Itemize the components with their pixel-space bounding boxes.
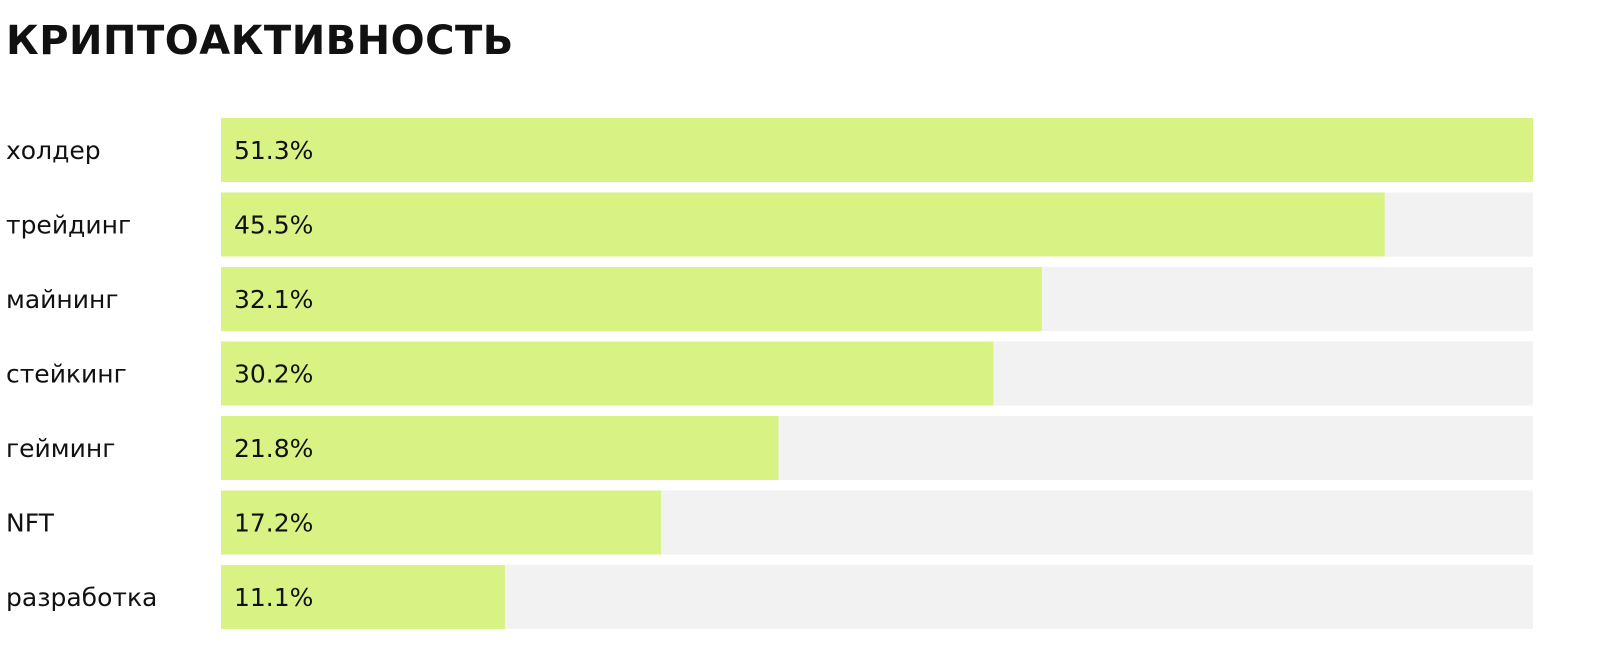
- value-label: 45.5%: [234, 211, 313, 240]
- value-label: 30.2%: [234, 360, 313, 389]
- category-label: стейкинг: [6, 360, 127, 389]
- value-label: 32.1%: [234, 285, 313, 314]
- category-label: разработка: [6, 583, 157, 612]
- bar: [221, 192, 1385, 257]
- chart-title: КРИПТОАКТИВНОСТЬ: [6, 18, 514, 64]
- category-label: холдер: [6, 136, 101, 165]
- category-label: гейминг: [6, 434, 115, 463]
- bar: [221, 565, 505, 629]
- value-label: 11.1%: [234, 583, 313, 612]
- bar: [221, 416, 779, 480]
- category-label: NFT: [6, 509, 55, 538]
- bar: [221, 118, 1533, 182]
- value-label: 17.2%: [234, 509, 313, 538]
- bar: [221, 341, 994, 406]
- category-label: майнинг: [6, 285, 119, 314]
- value-label: 51.3%: [234, 136, 313, 165]
- value-label: 21.8%: [234, 434, 313, 463]
- category-label: трейдинг: [6, 211, 131, 240]
- bar: [221, 267, 1042, 331]
- bar: [221, 490, 661, 555]
